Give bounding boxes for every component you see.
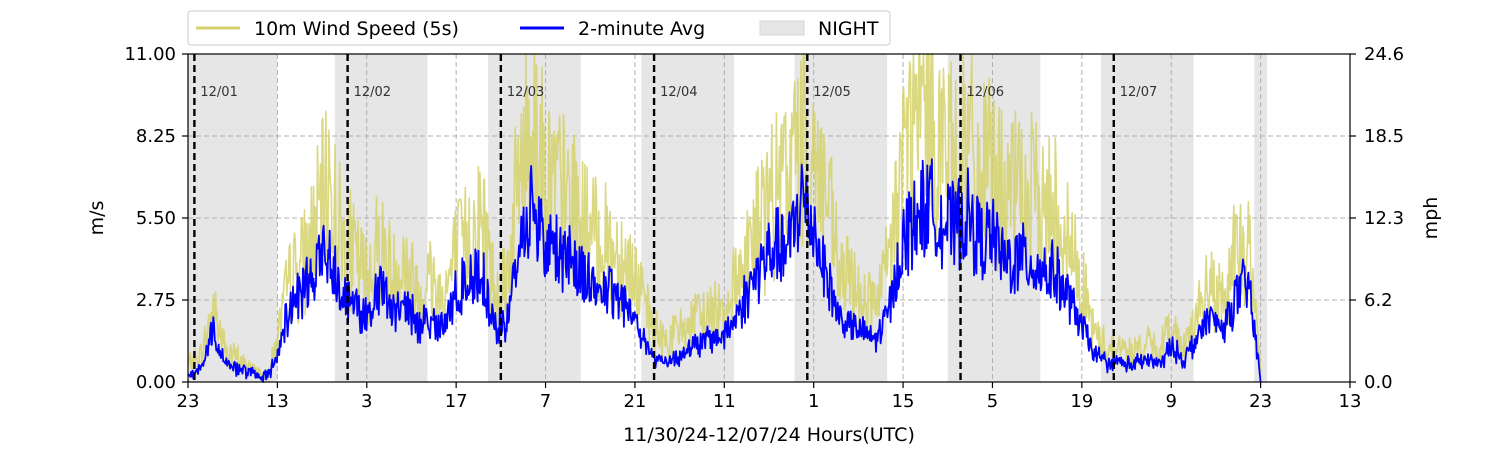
- legend-label: 2-minute Avg: [578, 18, 705, 40]
- y-axis-label-right: mph: [1420, 197, 1442, 240]
- day-marker-label: 12/06: [967, 85, 1004, 100]
- series-lines: [187, 53, 1262, 383]
- day-marker-label: 12/02: [354, 85, 391, 100]
- x-axis-label: 11/30/24-12/07/24 Hours(UTC): [623, 424, 915, 446]
- legend: 10m Wind Speed (5s) 2-minute Avg NIGHT: [187, 10, 891, 46]
- x-tick-label: 7: [540, 391, 551, 412]
- x-tick-label: 21: [623, 391, 646, 412]
- x-tick-label: 13: [266, 391, 289, 412]
- x-tick-label: 1: [808, 391, 819, 412]
- y-tick-label-right: 6.2: [1364, 290, 1393, 311]
- x-tick-label: 9: [1166, 391, 1177, 412]
- y-tick-label-right: 24.6: [1364, 44, 1404, 65]
- x-tick-label: 5: [987, 391, 998, 412]
- series-line-2-minute-avg: [187, 158, 1262, 383]
- day-marker-label: 12/01: [200, 85, 237, 100]
- x-tick-label: 11: [713, 391, 736, 412]
- x-tick-label: 15: [892, 391, 915, 412]
- y-tick-label-left: 2.75: [136, 290, 176, 311]
- day-marker-label: 12/04: [660, 85, 697, 100]
- day-markers: 12/01 12/02 12/03 12/04 12/05 12/06 12/07: [193, 54, 1157, 382]
- axis-ticks: 23 13 3 17 7 21 11 1 15 5 19 9 23 130.002.755.508.251…: [124, 44, 1404, 412]
- day-marker-label: 12/05: [813, 85, 850, 100]
- day-marker-label: 12/07: [1120, 85, 1157, 100]
- x-tick-label: 23: [1249, 391, 1272, 412]
- y-tick-label-right: 18.5: [1364, 126, 1404, 147]
- y-tick-label-left: 8.25: [136, 126, 176, 147]
- day-marker-label: 12/03: [507, 85, 544, 100]
- x-tick-label: 17: [445, 391, 468, 412]
- x-tick-label: 3: [361, 391, 372, 412]
- y-tick-label-left: 5.50: [136, 208, 176, 229]
- legend-label: 10m Wind Speed (5s): [254, 18, 459, 40]
- legend-night-swatch: [759, 20, 805, 36]
- legend-label: NIGHT: [818, 18, 879, 40]
- y-tick-label-right: 12.3: [1364, 208, 1404, 229]
- y-tick-label-left: 0.00: [136, 372, 176, 393]
- y-tick-label-left: 11.00: [124, 44, 176, 65]
- y-axis-label-left: m/s: [86, 201, 108, 236]
- x-tick-label: 23: [177, 391, 200, 412]
- series-line-10m-wind-speed: [187, 53, 1262, 381]
- x-tick-label: 13: [1339, 391, 1362, 412]
- y-tick-label-right: 0.0: [1364, 372, 1393, 393]
- x-tick-label: 19: [1070, 391, 1093, 412]
